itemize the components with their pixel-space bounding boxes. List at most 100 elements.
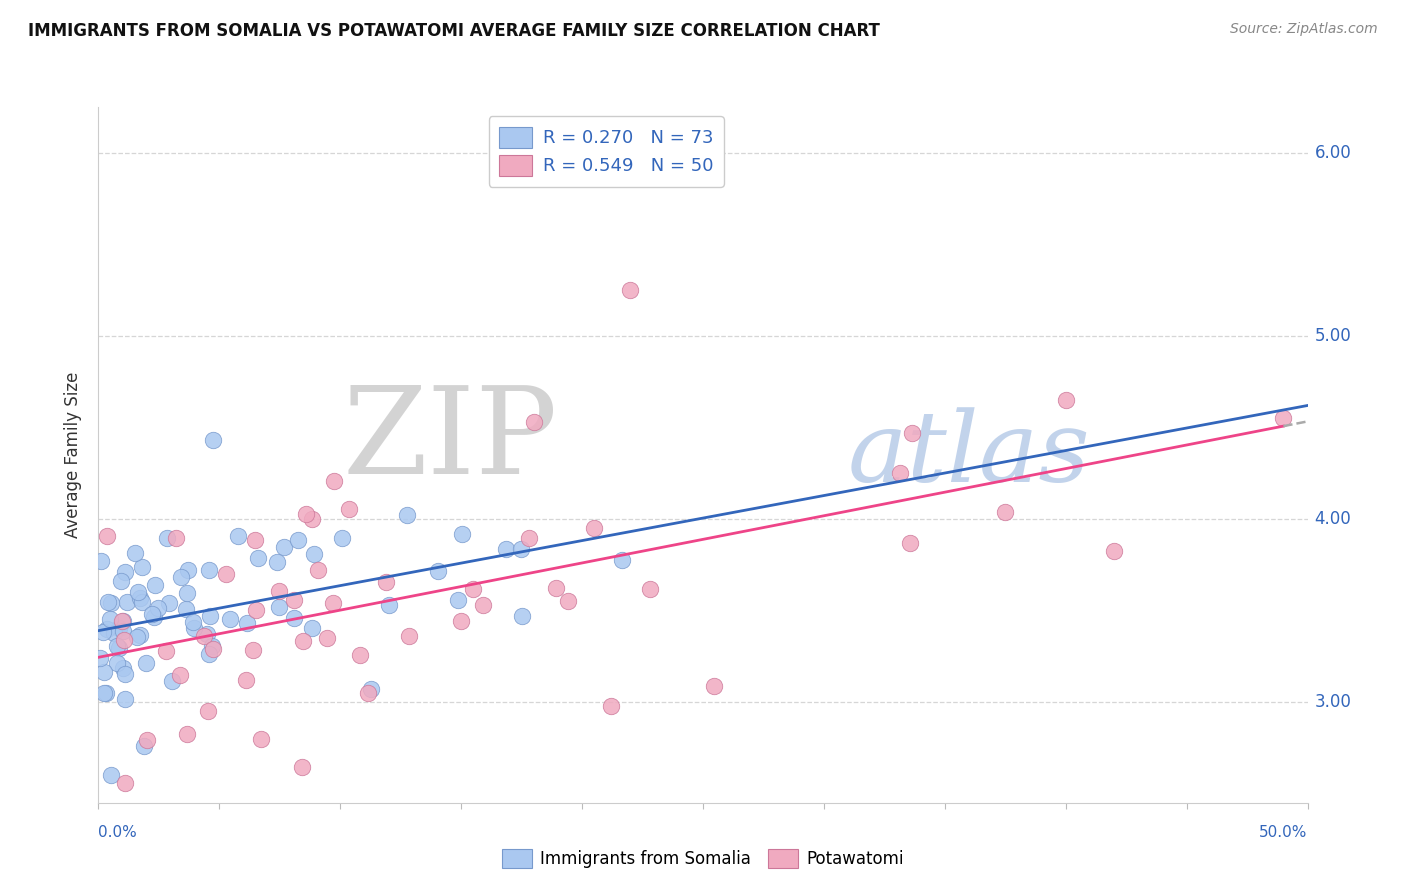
Text: 5.00: 5.00: [1315, 326, 1351, 345]
Point: [304, 547, 326, 561]
Point: [291, 634, 314, 648]
Point: [127, 584, 149, 599]
Point: [301, 512, 323, 526]
Point: [114, 776, 136, 790]
Point: [201, 434, 224, 448]
Point: [135, 733, 157, 747]
Point: [200, 639, 222, 653]
Point: [295, 507, 318, 521]
Point: [97, 595, 120, 609]
Point: [129, 628, 152, 642]
Legend: R = 0.270   N = 73, R = 0.549   N = 50: R = 0.270 N = 73, R = 0.549 N = 50: [488, 116, 724, 186]
Point: [703, 679, 725, 693]
Point: [197, 704, 219, 718]
Point: [215, 567, 238, 582]
Point: [198, 563, 221, 577]
Legend: Immigrants from Somalia, Potawatomi: Immigrants from Somalia, Potawatomi: [495, 843, 911, 875]
Point: [235, 673, 257, 687]
Point: [461, 582, 484, 597]
Point: [1272, 411, 1295, 425]
Point: [322, 596, 344, 610]
Point: [638, 582, 661, 597]
Point: [110, 614, 132, 628]
Point: [273, 540, 295, 554]
Point: [451, 527, 474, 541]
Point: [322, 474, 344, 488]
Text: 0.0%: 0.0%: [98, 825, 138, 840]
Point: [114, 666, 136, 681]
Point: [135, 657, 157, 671]
Point: [246, 550, 269, 565]
Point: [582, 521, 605, 535]
Point: [1102, 544, 1125, 558]
Point: [395, 508, 418, 523]
Point: [183, 622, 205, 636]
Point: [495, 541, 517, 556]
Point: [889, 467, 911, 481]
Point: [96, 529, 118, 543]
Point: [197, 647, 219, 661]
Point: [283, 611, 305, 625]
Point: [544, 582, 567, 596]
Point: [181, 615, 204, 629]
Point: [155, 644, 177, 658]
Point: [600, 698, 623, 713]
Point: [90, 554, 112, 568]
Point: [108, 621, 131, 635]
Point: [114, 565, 136, 579]
Point: [157, 596, 180, 610]
Point: [142, 609, 165, 624]
Point: [517, 532, 540, 546]
Text: IMMIGRANTS FROM SOMALIA VS POTAWATOMI AVERAGE FAMILY SIZE CORRELATION CHART: IMMIGRANTS FROM SOMALIA VS POTAWATOMI AV…: [28, 22, 880, 40]
Point: [316, 631, 339, 645]
Point: [301, 621, 323, 635]
Text: 6.00: 6.00: [1315, 144, 1351, 161]
Point: [291, 760, 314, 774]
Point: [510, 608, 533, 623]
Point: [267, 583, 290, 598]
Text: Source: ZipAtlas.com: Source: ZipAtlas.com: [1230, 22, 1378, 37]
Point: [100, 768, 122, 782]
Point: [177, 563, 200, 577]
Text: ZIP: ZIP: [343, 383, 558, 500]
Point: [218, 612, 240, 626]
Point: [509, 542, 531, 557]
Point: [447, 593, 470, 607]
Point: [356, 685, 378, 699]
Point: [108, 641, 131, 656]
Point: [98, 612, 121, 626]
Point: [242, 642, 264, 657]
Point: [994, 505, 1017, 519]
Point: [131, 595, 153, 609]
Point: [176, 727, 198, 741]
Point: [619, 283, 641, 297]
Point: [472, 598, 495, 612]
Point: [124, 546, 146, 560]
Point: [287, 533, 309, 547]
Point: [91, 625, 114, 640]
Point: [900, 536, 922, 550]
Point: [131, 559, 153, 574]
Point: [132, 739, 155, 753]
Point: [103, 626, 125, 640]
Point: [398, 629, 420, 643]
Point: [198, 609, 221, 624]
Point: [283, 593, 305, 607]
Point: [165, 531, 187, 545]
Point: [111, 614, 134, 628]
Point: [96, 623, 118, 637]
Point: [141, 607, 163, 621]
Point: [156, 531, 179, 545]
Point: [307, 563, 329, 577]
Point: [523, 415, 546, 429]
Point: [110, 574, 132, 588]
Point: [112, 633, 135, 648]
Point: [377, 598, 399, 612]
Point: [360, 681, 382, 696]
Text: 50.0%: 50.0%: [1260, 825, 1308, 840]
Point: [337, 501, 360, 516]
Point: [226, 529, 249, 543]
Point: [612, 553, 634, 567]
Y-axis label: Average Family Size: Average Family Size: [65, 372, 83, 538]
Point: [105, 639, 128, 653]
